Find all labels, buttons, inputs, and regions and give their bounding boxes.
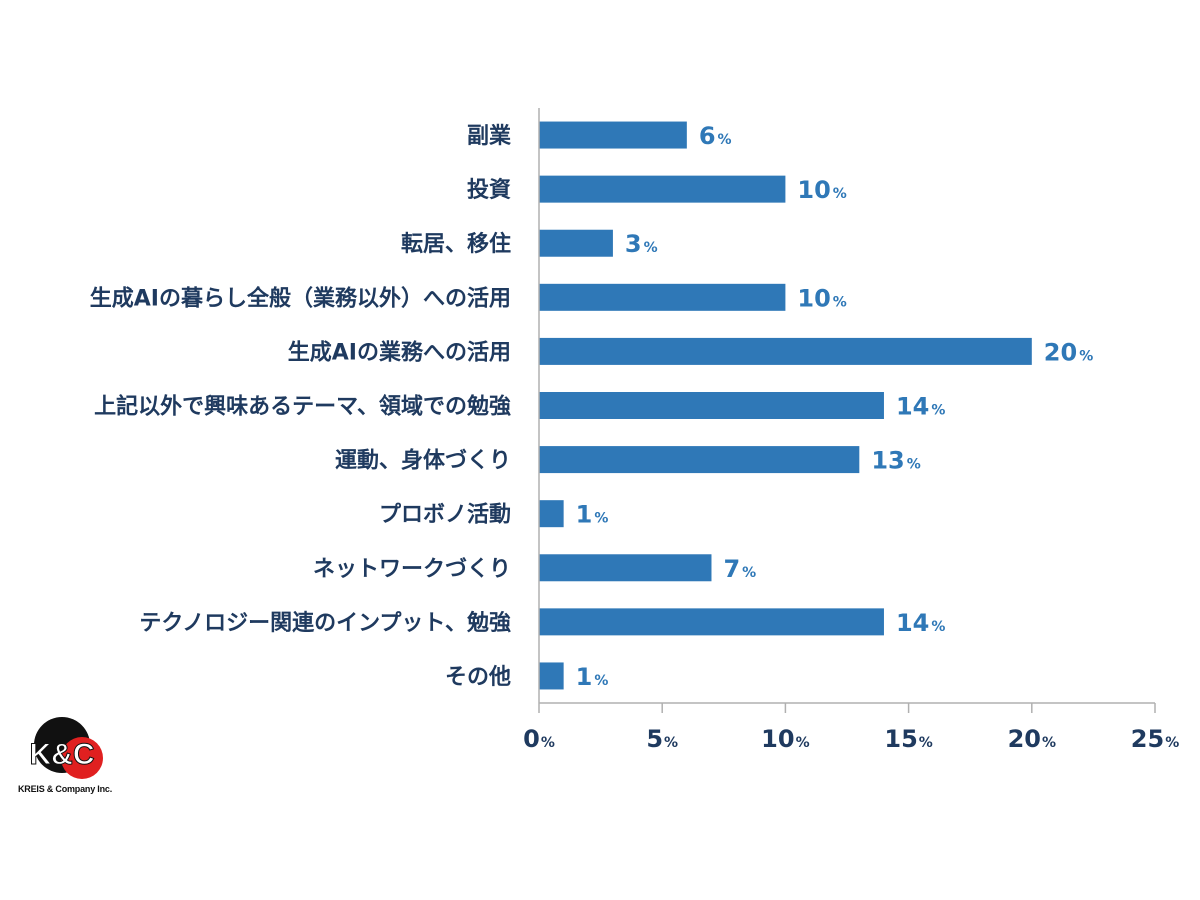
data-label: 7% [723,555,756,583]
x-tick-label: 20% [1008,725,1056,753]
data-label: 20% [1044,338,1093,366]
data-label: 14% [896,609,945,637]
data-label: 6% [699,122,732,150]
x-axis-ticks: 0% 5% 10% 15% 20% 25% [523,703,1179,753]
bar [539,500,564,528]
bar [539,175,786,203]
logo-red-circle [61,737,103,779]
x-tick-label: 0% [523,725,555,753]
logo-mark: K&C [30,738,95,771]
x-tick-label: 5% [646,725,678,753]
bar [539,446,860,474]
data-label: 1% [576,501,609,529]
category-label: その他 [445,665,511,690]
category-label: ネットワークづくり [313,557,511,582]
x-tick-label: 10% [761,725,809,753]
category-label: 転居、移住 [401,231,511,257]
category-label: テクノロジー関連のインプット、勉強 [139,610,511,636]
bar [539,608,884,636]
data-label: 1% [576,663,609,691]
category-labels: 副業投資転居、移住生成AIの暮らし全般（業務以外）への活用生成AIの業務への活用… [90,124,512,690]
logo-company-name: KREIS & Company Inc. [18,784,113,794]
category-label: 生成AIの暮らし全般（業務以外）への活用 [90,285,511,311]
bar [539,662,564,690]
bars-group [539,121,1032,690]
category-label: 生成AIの業務への活用 [288,339,511,365]
bar [539,337,1032,365]
data-label: 14% [896,393,945,421]
x-tick-label: 25% [1131,725,1179,753]
bar [539,554,712,582]
category-label: 投資 [467,177,511,203]
data-label: 10% [797,176,846,204]
data-label: 10% [797,284,846,312]
bar [539,283,786,311]
category-label: プロボノ活動 [379,503,511,528]
bar [539,229,613,257]
category-label: 副業 [467,124,512,149]
data-label: 13% [871,447,920,475]
bar [539,121,687,149]
x-tick-label: 15% [884,725,932,753]
value-labels: 6 % 10 % 3 % 10 % 20 % 14 % 13 % 1 % 7 % 14 % 1% [576,122,1094,691]
company-logo: K&C [29,717,103,779]
category-label: 上記以外で興味あるテーマ、領域での勉強 [94,394,511,420]
data-label: 3% [625,230,658,258]
category-label: 運動、身体づくり [335,448,511,474]
bar [539,392,884,419]
